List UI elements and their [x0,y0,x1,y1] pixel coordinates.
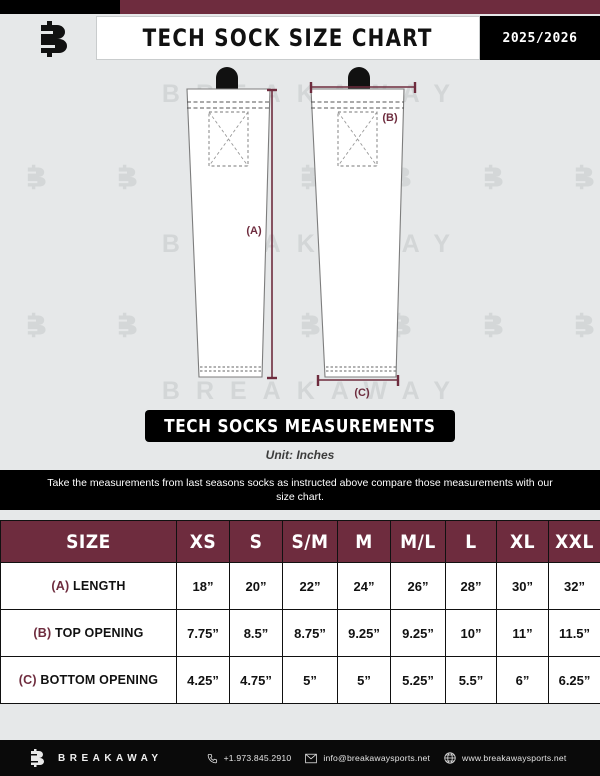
footer-phone-text: +1.973.845.2910 [223,753,292,763]
column-header-m: M [337,520,391,563]
cell-bottom-xl: 6” [496,656,549,704]
size-table-container: SIZE XS S S/M M M/L L XL XXL (A) LENGTH … [0,520,600,704]
row-label-top-opening: (B) TOP OPENING [0,609,177,657]
page-footer: BREAKAWAY +1.973.845.2910 info@breakawa [0,740,600,776]
breakaway-b-logo-icon [112,310,142,345]
row-label-text: BOTTOM OPENING [36,673,159,687]
cell-bottom-xxl: 6.25” [548,656,600,704]
cell-length-m: 24” [337,562,391,610]
footer-contact-email[interactable]: info@breakawaysports.net [305,753,430,764]
row-tag-c: (C) [18,673,37,687]
table-row: (A) LENGTH 18” 20” 22” 24” 26” 28” 30” 3… [0,562,600,610]
cell-top-m: 9.25” [337,609,391,657]
cell-length-l: 28” [445,562,497,610]
sock-right-illustration [310,67,405,378]
cell-top-ml: 9.25” [390,609,446,657]
cell-bottom-ml: 5.25” [390,656,446,704]
top-color-bar [0,0,600,14]
table-row: (C) BOTTOM OPENING 4.25” 4.75” 5” 5” 5.2… [0,656,600,704]
dimension-b-top-opening [309,82,417,93]
breakaway-b-logo-icon [295,162,325,197]
row-tag-b: (B) [33,626,52,640]
season-year-label: 2025/2026 [502,30,578,46]
dimension-c-label: (C) [354,387,370,399]
season-year-badge: 2025/2026 [480,16,600,60]
cell-top-xl: 11” [496,609,549,657]
page-title: TECH SOCK SIZE CHART [142,24,434,52]
breakaway-b-logo-icon [478,310,508,345]
breakaway-b-logo-icon [21,162,51,197]
top-bar-black-segment [0,0,120,14]
footer-contact-website[interactable]: www.breakawaysports.net [444,752,566,764]
page-header: TECH SOCK SIZE CHART 2025/2026 [0,14,600,62]
cell-length-xs: 18” [176,562,230,610]
globe-icon [444,752,456,764]
breakaway-b-logo-icon [112,162,142,197]
footer-contacts: +1.973.845.2910 info@breakawaysports.net [207,752,567,764]
breakaway-b-logo-icon [30,16,76,62]
column-header-ml: M/L [390,520,446,563]
row-label-text: TOP OPENING [51,626,144,640]
row-label-length: (A) LENGTH [0,562,177,610]
column-header-xxl: XXL [548,520,600,563]
dimension-a-length [267,88,277,380]
size-table: SIZE XS S S/M M M/L L XL XXL (A) LENGTH … [0,520,600,704]
dimension-c-bottom-opening [316,375,400,386]
column-header-sm: S/M [282,520,338,563]
breakaway-b-logo-icon [478,162,508,197]
column-header-s: S [229,520,283,563]
cell-top-xs: 7.75” [176,609,230,657]
mail-icon [305,753,318,764]
section-title-plate: TECH SOCKS MEASUREMENTS [145,410,455,442]
row-label-bottom-opening: (C) BOTTOM OPENING [0,656,177,704]
cell-top-l: 10” [445,609,497,657]
breakaway-b-logo-icon [569,310,599,345]
cell-length-ml: 26” [390,562,446,610]
dimension-b-label: (B) [382,112,398,124]
cell-top-s: 8.5” [229,609,283,657]
column-header-l: L [445,520,497,563]
table-header-row: SIZE XS S S/M M M/L L XL XXL [0,520,600,563]
instruction-band: Take the measurements from last seasons … [0,470,600,510]
breakaway-b-logo-icon [26,747,48,769]
footer-contact-phone[interactable]: +1.973.845.2910 [207,753,292,764]
section-title: TECH SOCKS MEASUREMENTS [164,415,436,437]
watermark-text: BREAKAWAY [161,377,467,402]
cell-top-sm: 8.75” [282,609,338,657]
sock-diagram: (A) (B) [0,62,600,402]
dimension-a-label: (A) [246,225,262,237]
column-header-xl: XL [496,520,549,563]
column-header-xs: XS [176,520,230,563]
breakaway-b-logo-icon [295,310,325,345]
top-bar-maroon-segment [120,0,600,14]
page-title-plate: TECH SOCK SIZE CHART [96,16,480,60]
footer-website-text: www.breakawaysports.net [462,753,567,763]
table-row: (B) TOP OPENING 7.75” 8.5” 8.75” 9.25” 9… [0,609,600,657]
cell-top-xxl: 11.5” [548,609,600,657]
cell-length-xxl: 32” [548,562,600,610]
cell-length-sm: 22” [282,562,338,610]
row-tag-a: (A) [51,579,70,593]
footer-brand-name: BREAKAWAY [58,752,163,764]
sock-left-illustration [186,67,271,378]
cell-length-xl: 30” [496,562,549,610]
footer-email-text: info@breakawaysports.net [323,753,431,763]
cell-bottom-m: 5” [337,656,391,704]
breakaway-b-logo-icon [21,310,51,345]
cell-bottom-sm: 5” [282,656,338,704]
cell-bottom-xs: 4.25” [176,656,230,704]
cell-bottom-l: 5.5” [445,656,497,704]
unit-label: Unit: Inches [265,448,335,462]
phone-icon [207,753,218,764]
row-label-text: LENGTH [69,579,126,593]
column-header-size: SIZE [0,520,177,563]
cell-length-s: 20” [229,562,283,610]
cell-bottom-s: 4.75” [229,656,283,704]
breakaway-b-logo-icon [569,162,599,197]
